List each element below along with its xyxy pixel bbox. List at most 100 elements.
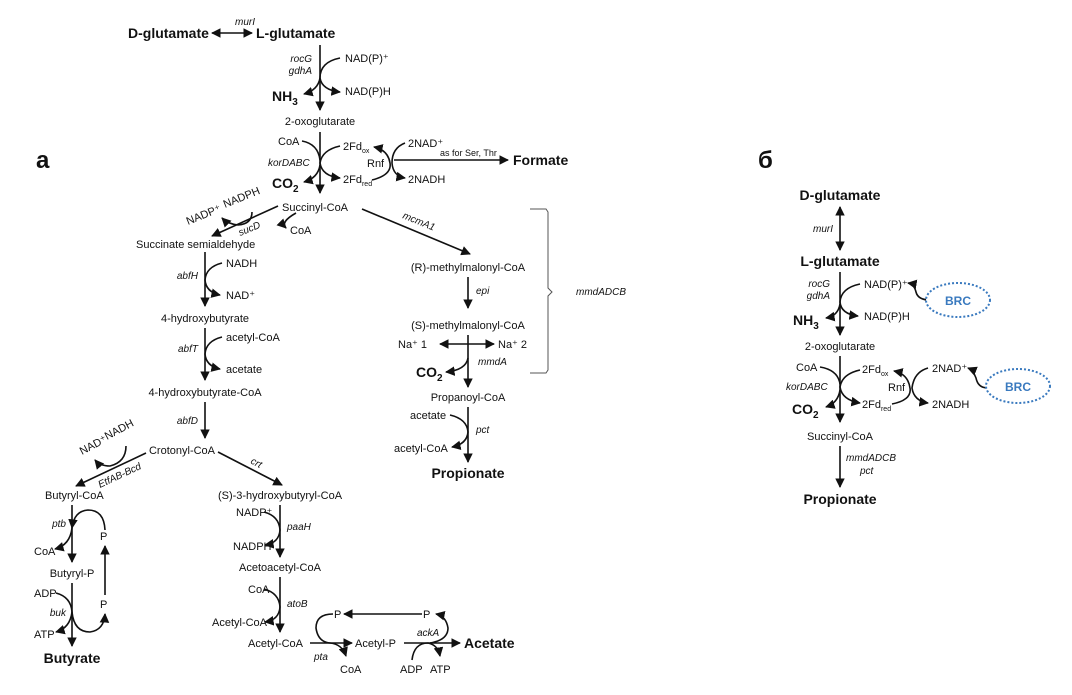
- arrow-fd: [319, 145, 341, 182]
- enzyme-gdhA: gdhA: [807, 291, 831, 302]
- arrow-coa-out: [276, 212, 297, 229]
- enzyme-abfD: abfD: [177, 416, 198, 427]
- nadp-plus-5: NADP⁺: [236, 507, 273, 519]
- acetate-1: acetate: [226, 364, 262, 376]
- coa-3: CoA: [34, 546, 56, 558]
- enzyme-paaH: paaH: [286, 522, 312, 533]
- arrow-p-coa: [315, 613, 348, 657]
- na-1: Na⁺ 1: [398, 339, 427, 351]
- fd-ox: 2Fdox: [862, 364, 889, 378]
- nadph-2: NADPH: [222, 185, 262, 211]
- acetate-final: Acetate: [464, 635, 515, 651]
- brc-label-2: BRC: [1005, 380, 1031, 394]
- enzyme-pct: pct: [475, 425, 491, 436]
- rnf: Rnf: [888, 382, 906, 394]
- nadph: NAD(P)H: [345, 86, 391, 98]
- panel-b-label: б: [758, 147, 773, 174]
- 2nad-plus: 2NAD⁺: [932, 363, 967, 375]
- enzyme-mmdA: mmdA: [478, 357, 507, 368]
- arrow-nh3: [825, 303, 841, 322]
- propionate: Propionate: [803, 491, 876, 507]
- formate: Formate: [513, 152, 568, 168]
- arrow-coa-in: [301, 140, 321, 161]
- nad-plus-3: NAD⁺: [226, 290, 255, 302]
- panel-a-label: а: [36, 147, 50, 174]
- arrow-nadp: [839, 283, 861, 320]
- 2-oxoglutarate: 2-oxoglutarate: [285, 116, 355, 128]
- arrow-adp-atp: [411, 642, 444, 661]
- enzyme-rocG: rocG: [808, 279, 830, 290]
- 2nad-plus: 2NAD⁺: [408, 138, 443, 150]
- arrow-nadp-5: [263, 511, 281, 549]
- nadh-3: NADH: [226, 258, 257, 270]
- 2nadh: 2NADH: [932, 399, 969, 411]
- nadph: NAD(P)H: [864, 311, 910, 323]
- acetyl-p: Acetyl-P: [355, 638, 396, 650]
- arrow-etf: [75, 452, 147, 487]
- coa: CoA: [796, 362, 818, 374]
- enzyme-mmdADCB: mmdADCB: [576, 287, 626, 298]
- arrow-nad: [911, 367, 929, 407]
- d-glutamate: D-glutamate: [800, 187, 881, 203]
- fd-red: 2Fdred: [862, 399, 891, 413]
- atp-1: ATP: [34, 629, 55, 641]
- enzyme-epi: epi: [476, 286, 490, 297]
- r-methylmalonyl-coa: (R)-methylmalonyl-CoA: [411, 262, 526, 274]
- enzyme-ptb: ptb: [51, 519, 66, 530]
- nadp-plus: NAD(P)⁺: [345, 53, 389, 65]
- arrow-sucD: [211, 205, 279, 237]
- s-3-hydroxybutyryl-coa: (S)-3-hydroxybutyryl-CoA: [218, 490, 343, 502]
- co2: CO2: [792, 401, 819, 421]
- succinate-semialdehyde: Succinate semialdehyde: [136, 239, 255, 251]
- 2-oxoglutarate: 2-oxoglutarate: [805, 341, 875, 353]
- nadp-plus-2: NADP⁺: [185, 203, 223, 228]
- arrow-fd-cycle: [371, 144, 391, 181]
- 4-hydroxybutyrate: 4-hydroxybutyrate: [161, 313, 249, 325]
- arrow-p-in: [68, 509, 106, 531]
- acetyl-coa-2: Acetyl-CoA: [212, 617, 268, 629]
- enzyme-atoB: atoB: [287, 599, 308, 610]
- na-2: Na⁺ 2: [498, 339, 527, 351]
- arrow-coa-in: [819, 366, 841, 385]
- p-3: P: [334, 609, 341, 621]
- succinyl-coa: Succinyl-CoA: [807, 431, 874, 443]
- acetate-2: acetate: [410, 410, 446, 422]
- p-2: P: [100, 599, 107, 611]
- arrow-acetate-2: [449, 414, 469, 451]
- enzyme-rocG: rocG: [290, 54, 312, 65]
- butyryl-coa: Butyryl-CoA: [45, 490, 104, 502]
- enzyme-pta: pta: [313, 652, 328, 663]
- brc-ellipse-1: [925, 282, 991, 318]
- panel-b: б D-glutamate murI L-glutamate rocG gdhA…: [758, 147, 1051, 507]
- enzyme-mmdADCB: mmdADCB: [846, 453, 896, 464]
- nadph-5: NADPH: [233, 541, 272, 553]
- 2nadh: 2NADH: [408, 174, 445, 186]
- nadh-4: NADH: [103, 417, 136, 442]
- fd-red: 2Fdred: [343, 174, 372, 188]
- l-glutamate: L-glutamate: [256, 25, 336, 41]
- enzyme-murI: murI: [235, 17, 255, 28]
- acetyl-coa-4: acetyl-CoA: [394, 443, 448, 455]
- succinyl-coa: Succinyl-CoA: [282, 202, 349, 214]
- acetyl-coa-1: acetyl-CoA: [226, 332, 280, 344]
- arrow-brc2: [967, 366, 989, 389]
- l-glutamate: L-glutamate: [800, 253, 880, 269]
- coa-2: CoA: [290, 225, 312, 237]
- enzyme-mcmA1: mcmA1: [401, 211, 437, 234]
- enzyme-abfH: abfH: [177, 271, 199, 282]
- enzyme-pct: pct: [859, 466, 875, 477]
- enzyme-korDABC: korDABC: [786, 382, 828, 393]
- arrow-brc1: [907, 279, 931, 301]
- adp-2: ADP: [400, 664, 423, 676]
- propanoyl-coa: Propanoyl-CoA: [431, 392, 506, 404]
- acetoacetyl-coa: Acetoacetyl-CoA: [239, 562, 322, 574]
- coa-5: CoA: [340, 664, 362, 676]
- enzyme-murI: murI: [813, 224, 833, 235]
- arrow-nh3: [303, 77, 321, 97]
- arrow-nad: [391, 142, 406, 182]
- arrow-co2b: [445, 357, 469, 376]
- arrow-nadh-4: [94, 445, 127, 470]
- panel-a: а D-glutamate murI L-glutamate rocG gdhA…: [34, 17, 626, 676]
- propionate: Propionate: [431, 465, 504, 481]
